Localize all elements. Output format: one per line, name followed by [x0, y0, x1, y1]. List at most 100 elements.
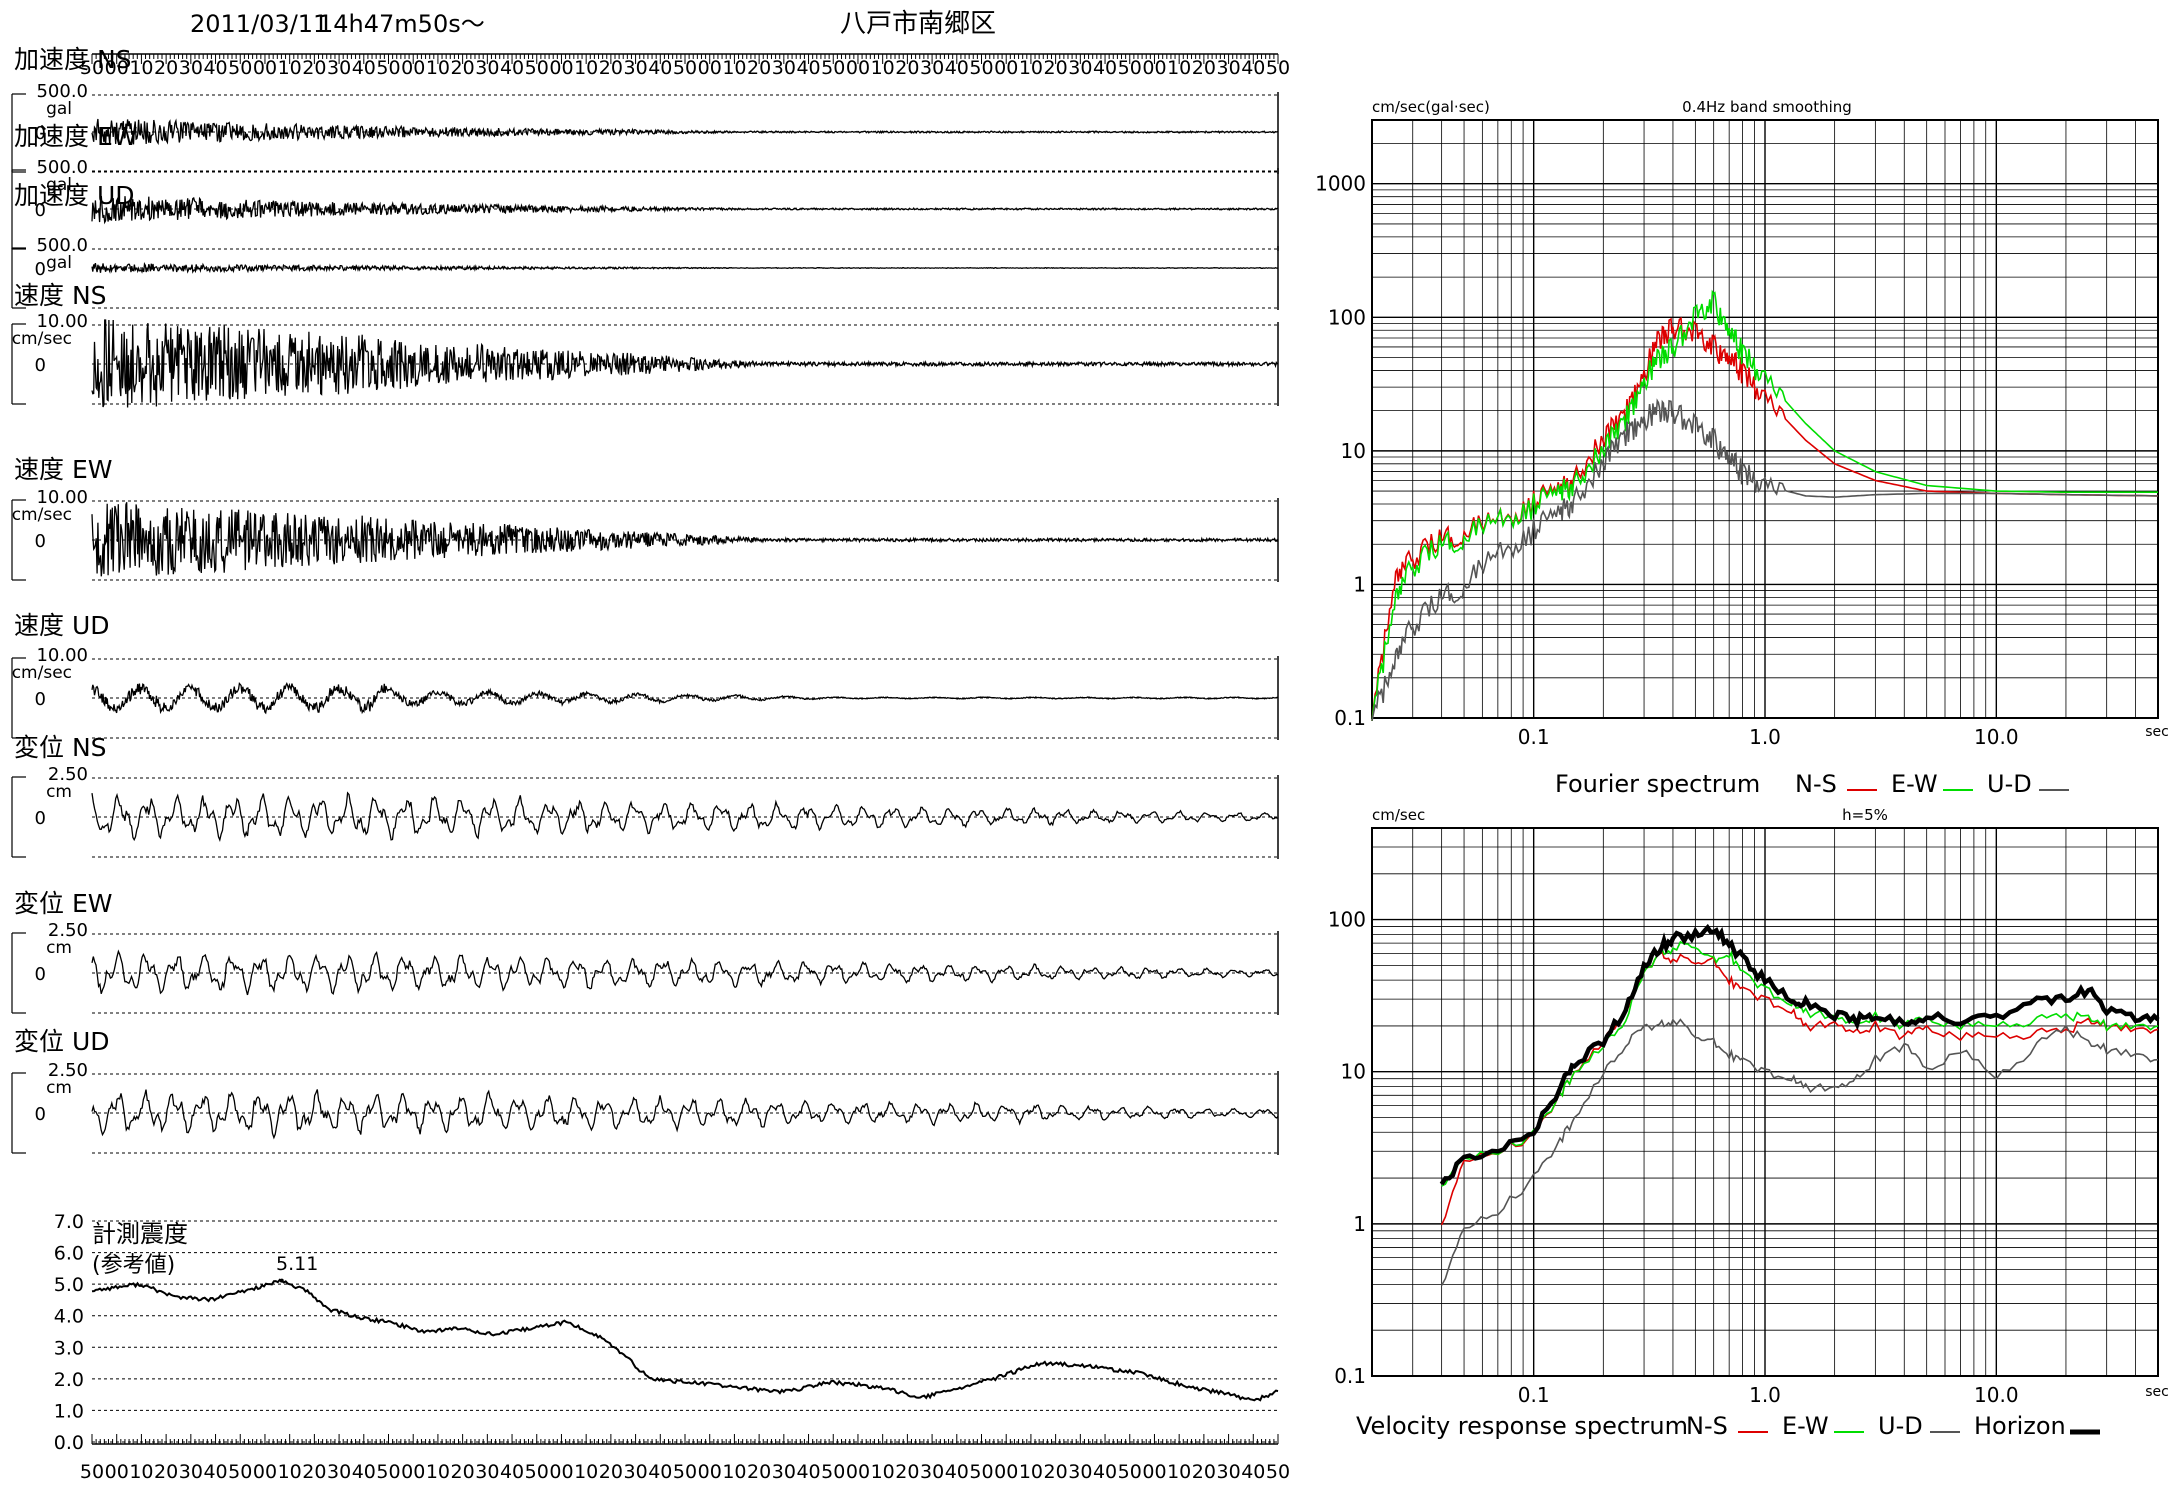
time-axis-label: 30: [623, 57, 647, 79]
time-axis-label: 30: [920, 57, 944, 79]
channel-title: 速度 NS: [14, 281, 107, 310]
time-axis-label: 10: [129, 1461, 153, 1483]
station-name: 八戸市南郷区: [840, 9, 996, 39]
channel-zero-label: 0: [35, 531, 46, 552]
time-axis-label: 50: [1118, 57, 1142, 79]
y-axis-label: 10: [1341, 1060, 1366, 1084]
time-axis-label: 30: [623, 1461, 647, 1483]
series-ns: [1440, 948, 2159, 1226]
time-axis-label: 00: [253, 57, 277, 79]
channel-title: 変位 NS: [14, 733, 107, 762]
legend-entry: N-S: [1795, 770, 1837, 798]
time-axis-label: 50: [1118, 1461, 1142, 1483]
series-ew: [1371, 289, 2158, 722]
waveform-labels: 2011/03/11 14h47m50s～ 八戸市南郷区: [190, 9, 996, 39]
intensity-y-label: 0.0: [54, 1432, 84, 1454]
legend-entry: Horizon: [1974, 1412, 2066, 1440]
time-axis-label: 00: [994, 57, 1018, 79]
time-axis-label: 30: [772, 1461, 796, 1483]
intensity-y-label: 4.0: [54, 1306, 84, 1328]
time-axis-label: 00: [549, 57, 573, 79]
intensity-subtitle: (参考値): [92, 1253, 175, 1278]
legend-entry: N-S: [1686, 1412, 1728, 1440]
time-axis-label: 50: [525, 1461, 549, 1483]
time-axis-label: 20: [154, 1461, 178, 1483]
intensity-y-label: 2.0: [54, 1369, 84, 1391]
time-axis-label: 50: [969, 1461, 993, 1483]
x-axis-label: 1.0: [1749, 725, 1781, 749]
time-axis-label: 00: [698, 57, 722, 79]
channel-max-label: 500.0: [36, 81, 88, 102]
waveform-trace: [91, 118, 1279, 146]
time-axis-label: 00: [105, 1461, 129, 1483]
y-axis-label: 0.1: [1334, 706, 1366, 730]
intensity-y-label: 6.0: [54, 1243, 84, 1265]
time-axis-label: 40: [1093, 57, 1117, 79]
record-date: 2011/03/11: [190, 10, 328, 38]
time-axis-label: 40: [1241, 57, 1265, 79]
x-axis-label: 0.1: [1518, 1383, 1550, 1407]
time-axis-label: 30: [327, 57, 351, 79]
time-axis-label: 30: [475, 1461, 499, 1483]
channel-max-label: 2.50: [48, 764, 88, 785]
channel-unit: cm: [46, 938, 72, 958]
time-axis-label: 40: [500, 1461, 524, 1483]
time-axis-label: 30: [327, 1461, 351, 1483]
channel-unit: cm: [46, 782, 72, 802]
time-axis-label: 50: [228, 1461, 252, 1483]
x-axis-label: 10.0: [1974, 1383, 2019, 1407]
response-x-unit: sec: [2145, 1384, 2169, 1400]
intensity-title: 計測震度: [92, 1220, 188, 1248]
time-axis-label: 00: [401, 1461, 425, 1483]
time-axis-label: 10: [722, 1461, 746, 1483]
time-axis-label: 10: [871, 57, 895, 79]
time-axis-label: 50: [673, 1461, 697, 1483]
plot-frame: [1371, 119, 2159, 719]
time-axis-label: 10: [129, 57, 153, 79]
time-axis-label: 30: [920, 1461, 944, 1483]
series-ns: [1371, 316, 2159, 721]
channel-title: 加速度 UD: [14, 181, 135, 210]
waveform-panel: 50 00 10 20 30 40 50 00 10 20 30 40 50 00 10 20 30 40 50 00…: [11, 45, 1290, 1483]
time-axis-label: 50: [228, 57, 252, 79]
waveform-trace: [91, 682, 1279, 715]
fourier-x-unit: sec: [2145, 724, 2169, 740]
channel-zero-label: 0: [35, 355, 46, 376]
time-axis-label: 20: [599, 1461, 623, 1483]
time-axis-label: 30: [1068, 1461, 1092, 1483]
channel-zero-label: 0: [35, 123, 46, 144]
channel-max-label: 2.50: [48, 920, 88, 941]
channel-unit: cm/sec: [12, 505, 72, 525]
time-axis-label: 00: [1142, 57, 1166, 79]
time-axis-label: 40: [648, 57, 672, 79]
time-axis-label: 40: [1093, 1461, 1117, 1483]
x-axis-label: 10.0: [1974, 725, 2019, 749]
time-axis-label: 00: [253, 1461, 277, 1483]
time-axis-label: 00: [105, 57, 129, 79]
time-axis-label: 20: [895, 57, 919, 79]
channel-title: 加速度 EW: [14, 122, 137, 151]
series-ud: [1440, 1018, 2159, 1286]
legend-entry: U-D: [1878, 1412, 1923, 1440]
waveform-trace: [91, 261, 1279, 274]
time-axis-label: 50: [80, 57, 104, 79]
intensity-peak-point: [279, 1278, 284, 1283]
time-axis-label: 20: [747, 57, 771, 79]
time-axis-label: 30: [1216, 1461, 1240, 1483]
intensity-panel: 計測震度 (参考値) 5.11 7.0 6.0 5.0 4.0 3.0 2.0 1.0 0.0: [54, 1211, 1279, 1454]
time-axis-label: 20: [895, 1461, 919, 1483]
channel-unit: gal: [46, 253, 72, 273]
time-axis-label: 10: [426, 57, 450, 79]
intensity-y-label: 7.0: [54, 1211, 84, 1233]
time-axis-label: 20: [599, 57, 623, 79]
time-axis-label: 10: [1019, 57, 1043, 79]
time-axis-label: 30: [1216, 57, 1240, 79]
record-time: 14h47m50s～: [318, 10, 485, 38]
time-axis-label: 10: [1019, 1461, 1043, 1483]
time-axis-label: 10: [278, 1461, 302, 1483]
